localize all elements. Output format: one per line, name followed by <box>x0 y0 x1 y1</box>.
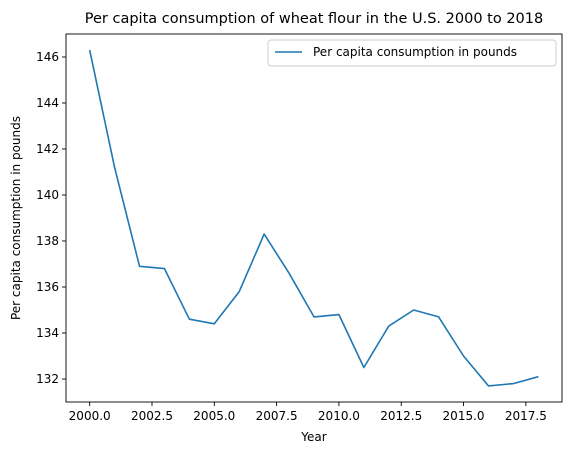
legend-box <box>267 39 557 67</box>
y-tick-label: 132 <box>36 372 59 386</box>
y-tick-label: 134 <box>36 326 59 340</box>
x-tick-label: 2010.0 <box>318 409 360 423</box>
x-tick-label: 2007.5 <box>256 409 298 423</box>
y-tick-label: 142 <box>36 142 59 156</box>
y-tick-label: 144 <box>36 96 59 110</box>
x-axis-ticks: 2000.0 2002.5 2005.0 2007.5 2010.0 2012.5 2015… <box>69 402 547 423</box>
legend: Per capita consumption in pounds <box>267 39 557 67</box>
y-tick-label: 138 <box>36 234 59 248</box>
y-axis-ticks: 132 134 136 138 140 142 144 146 <box>36 50 66 386</box>
legend-label: Per capita consumption in pounds <box>313 45 517 59</box>
y-axis-label: Per capita consumption in pounds <box>9 116 23 320</box>
x-tick-label: 2012.5 <box>380 409 422 423</box>
y-tick-label: 146 <box>36 50 59 64</box>
series-line <box>88 49 539 387</box>
y-tick-label: 136 <box>36 280 59 294</box>
x-tick-label: 2002.5 <box>131 409 173 423</box>
x-tick-label: 2015.0 <box>443 409 485 423</box>
x-tick-label: 2005.0 <box>193 409 235 423</box>
x-tick-label: 2000.0 <box>69 409 111 423</box>
chart-title: Per capita consumption of wheat flour in… <box>85 11 543 27</box>
axes-frame <box>65 33 563 403</box>
x-axis-label: Year <box>300 430 326 444</box>
x-tick-label: 2017.5 <box>505 409 547 423</box>
y-tick-label: 140 <box>36 188 59 202</box>
